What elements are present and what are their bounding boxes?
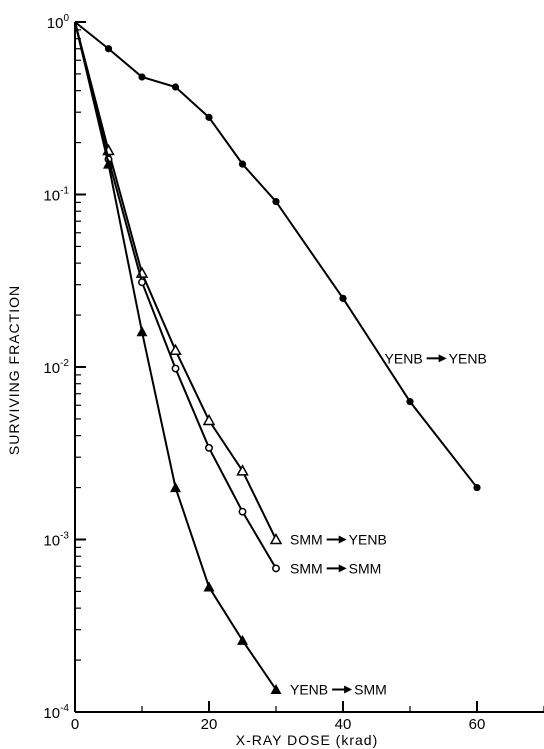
series-group: YENB YENB SMM YENB SMM SMM YENB SMM: [74, 21, 487, 698]
data-point: [236, 464, 249, 476]
series-label-yenb-to-yenb: YENB YENB: [385, 350, 487, 366]
arrowhead-icon: [338, 535, 347, 544]
data-point: [473, 483, 481, 492]
series-yenb-to-yenb: YENB YENB: [74, 21, 487, 492]
data-point: [202, 413, 216, 426]
y-tick-label: 10-2: [43, 358, 69, 377]
data-point: [238, 160, 247, 168]
series-line: [74, 21, 277, 540]
series-label-target: YENB: [449, 350, 487, 366]
series-line: [74, 21, 277, 691]
series-label-smm-to-smm: SMM SMM: [290, 560, 381, 576]
data-point: [136, 326, 148, 337]
y-tick-label: 10-4: [43, 703, 69, 722]
series-label-source: SMM: [290, 532, 323, 548]
x-axis-label: X-RAY DOSE (krad): [236, 732, 379, 748]
y-axis-label: SURVIVING FRACTION: [6, 285, 22, 455]
series-label-target: SMM: [349, 560, 382, 576]
y-tick-label: 10-1: [43, 186, 69, 205]
series-smm-to-yenb: SMM YENB: [74, 21, 387, 548]
axes: 100 10-1 10-2 10-3 10-40 20 40 60: [43, 13, 544, 733]
x-tick-label: 0: [71, 716, 79, 733]
arrowhead-icon: [344, 685, 353, 694]
y-tick-label: 10-3: [43, 531, 69, 550]
data-point: [138, 278, 146, 287]
data-point: [170, 482, 181, 493]
data-point: [104, 45, 113, 53]
data-point: [169, 343, 182, 356]
data-point: [171, 364, 180, 373]
series-label-source: YENB: [290, 682, 328, 698]
data-point: [339, 294, 347, 302]
data-point: [203, 581, 215, 592]
series-label-smm-to-yenb: SMM YENB: [290, 532, 387, 548]
data-point: [272, 197, 280, 206]
x-tick-label: 60: [469, 716, 486, 733]
series-label-source: SMM: [290, 560, 323, 576]
series-line: [74, 21, 478, 489]
data-point: [406, 398, 414, 406]
data-point: [138, 73, 146, 81]
arrowhead-icon: [338, 564, 347, 573]
data-point: [205, 443, 213, 452]
data-point: [171, 83, 180, 91]
data-point: [103, 158, 114, 169]
series-label-target: YENB: [349, 532, 387, 548]
x-tick-label: 40: [335, 716, 352, 733]
x-tick-label: 20: [201, 716, 218, 733]
series-label-target: SMM: [354, 682, 387, 698]
data-point: [205, 113, 213, 121]
y-tick-label: 100: [47, 13, 70, 32]
series-label-source: YENB: [385, 350, 423, 366]
data-point: [269, 532, 283, 545]
data-point: [272, 564, 280, 573]
arrowhead-icon: [438, 354, 447, 363]
data-point: [237, 634, 248, 645]
data-point: [270, 684, 282, 695]
series-smm-to-smm: SMM SMM: [74, 21, 381, 576]
series-label-yenb-to-smm: YENB SMM: [290, 682, 387, 698]
series-yenb-to-smm: YENB SMM: [74, 21, 387, 698]
data-point: [238, 507, 247, 516]
